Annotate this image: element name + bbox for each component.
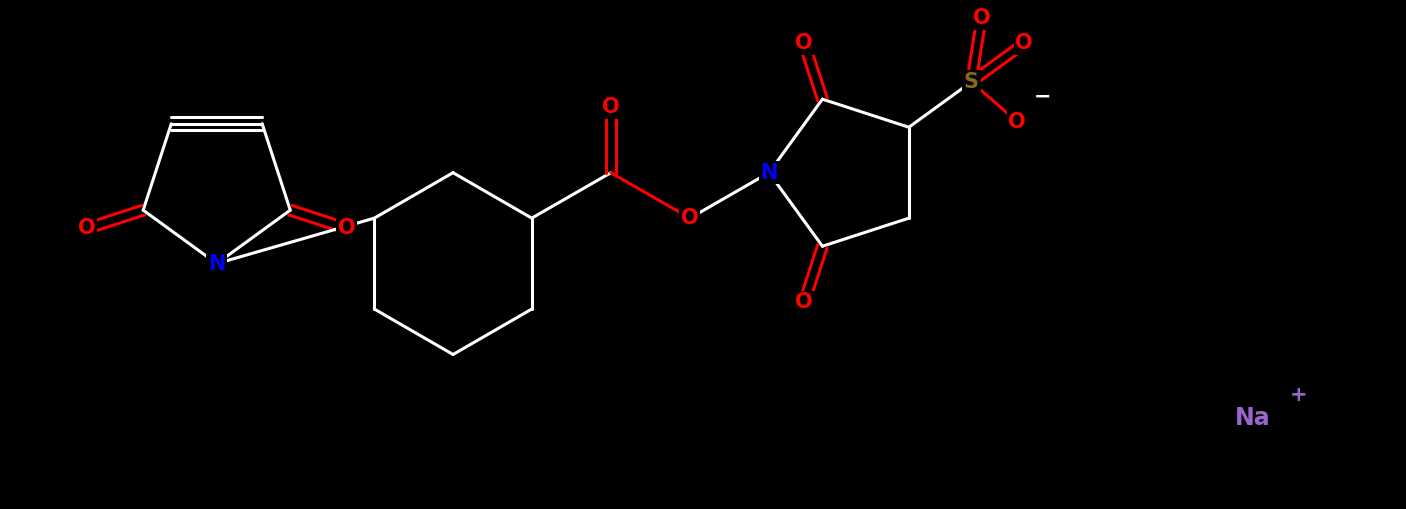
Text: −: − — [1033, 86, 1052, 106]
Text: O: O — [1015, 34, 1033, 53]
Text: O: O — [1008, 111, 1026, 132]
Text: O: O — [681, 208, 699, 228]
Text: N: N — [761, 163, 778, 183]
Text: O: O — [79, 218, 96, 238]
Text: Na: Na — [1234, 406, 1271, 430]
Text: O: O — [973, 8, 990, 29]
Text: O: O — [602, 97, 620, 117]
Text: O: O — [796, 33, 813, 53]
Text: N: N — [208, 253, 225, 274]
Text: +: + — [1289, 385, 1308, 405]
Text: O: O — [796, 292, 813, 313]
Text: S: S — [965, 72, 979, 92]
Text: O: O — [337, 218, 356, 238]
